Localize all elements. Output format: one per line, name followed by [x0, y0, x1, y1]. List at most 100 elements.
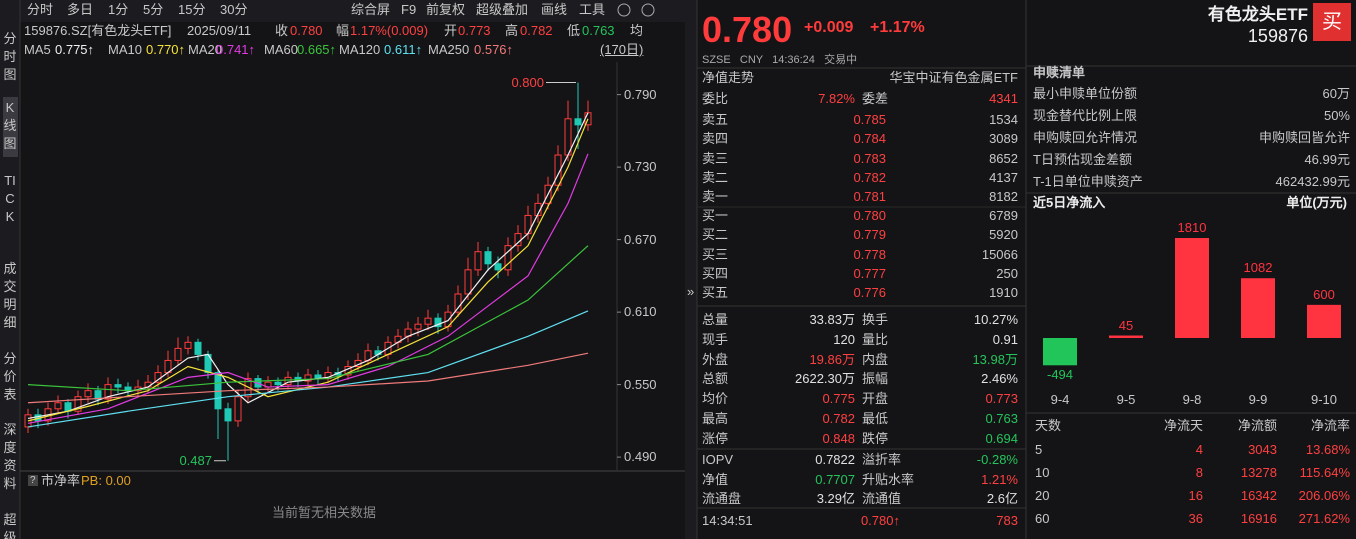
- collapse-strip: [685, 0, 697, 539]
- candle-body: [54, 402, 62, 410]
- side-tab[interactable]: 深度资料: [3, 422, 17, 491]
- level-label: 卖五: [702, 112, 729, 127]
- buy-button-bg[interactable]: [1313, 3, 1351, 41]
- ma-legend-name: MA60: [264, 42, 298, 57]
- tool-button[interactable]: 前复权: [426, 2, 466, 17]
- side-tab[interactable]: K线图: [3, 100, 17, 151]
- stat-label: 最低: [862, 411, 889, 426]
- table-cell: 16: [1188, 488, 1203, 503]
- ma-legend-name: MA5: [24, 42, 51, 57]
- tool-button[interactable]: 综合屏: [351, 2, 391, 17]
- candle-body: [454, 293, 462, 313]
- ma-line: [27, 352, 589, 404]
- side-tab[interactable]: 分价表: [3, 351, 17, 402]
- table-cell: 206.06%: [1298, 488, 1350, 503]
- table-cell: 115.64%: [1299, 465, 1350, 480]
- period-button[interactable]: 1分: [108, 2, 129, 17]
- stat-label: 总额: [702, 371, 729, 387]
- stat-value: 10.27%: [973, 312, 1018, 327]
- table-cell: 16342: [1240, 488, 1277, 503]
- info-label: 低: [567, 23, 581, 38]
- stat-value: 0.773: [985, 391, 1018, 407]
- stat-label: 量比: [862, 331, 889, 347]
- stat-value: 120: [833, 331, 855, 347]
- buy-button[interactable]: 买: [1322, 11, 1342, 33]
- side-tab[interactable]: 分时图: [3, 31, 17, 82]
- ma-legend-value: 0.665↑: [297, 42, 337, 57]
- candle-body: [434, 317, 442, 328]
- toolbar-bg: [20, 0, 685, 22]
- period-button[interactable]: 30分: [220, 2, 248, 17]
- tick-price: 0.780↑: [860, 513, 900, 528]
- creation-value: 50%: [1323, 108, 1350, 123]
- side-tab[interactable]: 超级: [3, 512, 17, 539]
- level-price: 0.778: [853, 246, 886, 262]
- stat-value: -0.28%: [976, 452, 1018, 467]
- candle-body: [184, 341, 192, 349]
- creation-value: 462432.99元: [1275, 174, 1350, 189]
- period-button[interactable]: 分时: [27, 2, 54, 17]
- stat-label: 总量: [702, 312, 729, 327]
- candle-body: [194, 341, 202, 355]
- settings-icon[interactable]: [617, 3, 631, 17]
- side-tab[interactable]: TICK: [4, 173, 16, 224]
- stat-value: 0.7822: [815, 452, 855, 467]
- collapse-button[interactable]: »: [687, 284, 695, 299]
- info-value: 0.763: [582, 23, 615, 38]
- level-price: 0.782: [853, 169, 886, 185]
- table-cell: 20: [1035, 488, 1050, 503]
- stat-value: 2622.30万: [795, 371, 855, 387]
- level-label: 卖一: [702, 189, 729, 205]
- tick-volume: 783: [996, 513, 1018, 528]
- stat-label: 溢折率: [862, 452, 902, 467]
- tool-button[interactable]: 超级叠加: [476, 2, 529, 17]
- level-volume: 6789: [989, 208, 1018, 223]
- tool-button[interactable]: 工具: [579, 2, 606, 17]
- stat-label: 净值: [702, 471, 729, 487]
- level-volume: 8652: [989, 150, 1018, 166]
- stat-label: 内盘: [862, 351, 889, 367]
- table-cell: 8: [1195, 465, 1203, 480]
- table-header: 净流天: [1163, 418, 1203, 433]
- price-tick-label: 0.730: [624, 159, 657, 175]
- flow-category: 9-10: [1310, 392, 1338, 407]
- tool-button[interactable]: 画线: [541, 2, 568, 17]
- candle-body: [534, 202, 542, 216]
- stat-label: 现手: [702, 331, 729, 347]
- security-name: 有色龙头ETF: [1207, 4, 1308, 24]
- level-label: 卖四: [702, 131, 729, 147]
- flow-value-label: -494: [1046, 367, 1074, 383]
- level-label: 买一: [702, 208, 729, 223]
- period-button[interactable]: 5分: [143, 2, 164, 17]
- creation-label: 最小申赎单位份额: [1033, 86, 1138, 101]
- stat-value: 0.763: [985, 411, 1018, 426]
- level-label: 买四: [702, 265, 729, 281]
- chart-unit: 单位(万元): [1286, 195, 1347, 210]
- candle-body: [234, 396, 242, 422]
- info-icon[interactable]: [641, 3, 655, 17]
- ma-line: [27, 245, 589, 392]
- info-value: 1.17%(0.009): [350, 23, 429, 38]
- row-label: 委比: [702, 91, 729, 106]
- price-tick-label: 0.550: [624, 376, 657, 392]
- period-button[interactable]: 15分: [178, 2, 206, 17]
- tool-button[interactable]: F9: [401, 2, 417, 17]
- bar-count[interactable]: (170日): [600, 42, 644, 57]
- flow-value-label: 45: [1118, 317, 1134, 333]
- period-button[interactable]: 多日: [67, 2, 94, 17]
- panel-header: 净值走势: [702, 70, 755, 85]
- empty-message: 当前暂无相关数据: [272, 505, 377, 520]
- side-tab[interactable]: 成交明细: [3, 261, 17, 330]
- level-volume: 5920: [989, 227, 1018, 243]
- table-cell: 60: [1035, 511, 1050, 526]
- stat-value: 1.21%: [981, 471, 1018, 487]
- stat-label: 开盘: [862, 391, 889, 407]
- level-price: 0.779: [853, 227, 886, 243]
- info-label: 均: [630, 23, 644, 38]
- ma-legend-name: MA10: [108, 42, 142, 57]
- creation-label: T-1日单位申赎资产: [1033, 174, 1143, 189]
- candle-body: [424, 317, 432, 325]
- flow-value-label: 1810: [1177, 220, 1207, 235]
- level-volume: 3089: [989, 131, 1018, 147]
- candle-body: [304, 374, 312, 382]
